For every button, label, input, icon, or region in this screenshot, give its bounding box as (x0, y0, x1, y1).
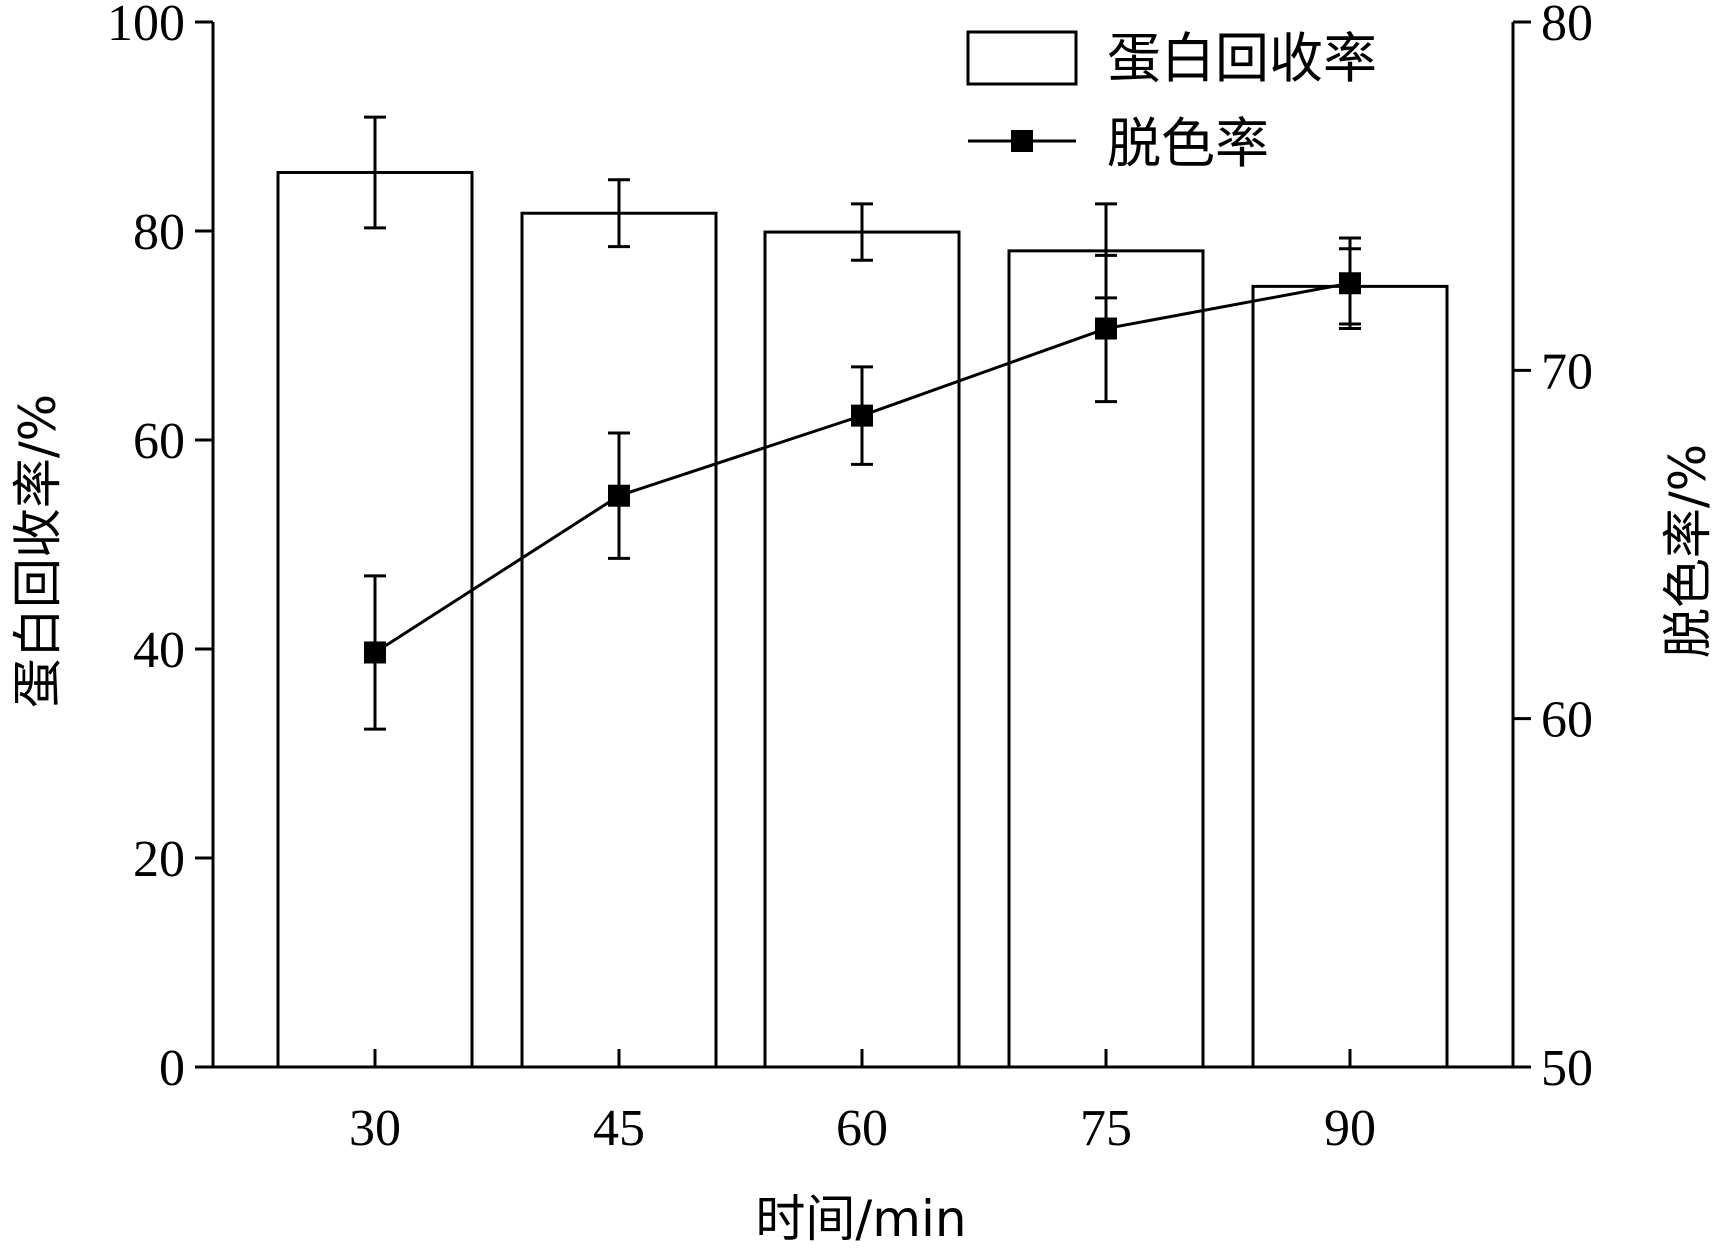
bar-60 (763, 230, 961, 1069)
line-point-75 (1095, 317, 1117, 340)
line-point-60 (851, 404, 873, 427)
x-axis-title: 时间/min (755, 1190, 966, 1248)
y-tick-label-left-40: 40 (133, 622, 185, 679)
legend-label-line: 脱色率 (1107, 112, 1269, 175)
bar-error-45 (608, 178, 630, 249)
bar-45 (520, 211, 718, 1069)
legend-swatch-marker (1011, 130, 1033, 152)
line-point-90 (1339, 272, 1361, 295)
x-tick-label-60: 60 (836, 1100, 888, 1157)
y-axis-title-right: 脱色率/% (1659, 444, 1717, 658)
x-tick-label-75: 75 (1080, 1100, 1132, 1157)
legend-label-bar: 蛋白回收率 (1107, 27, 1377, 90)
bar-90 (1251, 284, 1449, 1069)
y-tick-label-left-80: 80 (133, 204, 185, 261)
ticks-layer: 0 20 40 60 80 100 50 60 70 80 30 45 60 75 90 (107, 0, 1593, 1157)
y-tick-label-right-50: 50 (1541, 1040, 1593, 1097)
bar-error-30 (364, 115, 386, 230)
line-point-45 (608, 484, 630, 507)
y-axis-title-left: 蛋白回收率/% (9, 394, 67, 708)
line-point-30 (364, 641, 386, 664)
bar-error-60 (851, 202, 873, 262)
legend: 蛋白回收率 脱色率 (966, 27, 1377, 175)
y-tick-label-left-0: 0 (159, 1040, 185, 1097)
bars-layer (276, 170, 1449, 1069)
y-tick-label-left-100: 100 (107, 0, 185, 52)
bar-error-bars (364, 115, 1361, 326)
legend-swatch-bar (966, 30, 1078, 86)
y-tick-label-left-60: 60 (133, 413, 185, 470)
y-tick-label-right-70: 70 (1541, 343, 1593, 400)
line-series-layer (364, 236, 1361, 731)
y-tick-label-left-20: 20 (133, 831, 185, 888)
x-tick-label-90: 90 (1324, 1100, 1376, 1157)
x-tick-label-45: 45 (593, 1100, 645, 1157)
x-tick-label-30: 30 (349, 1100, 401, 1157)
y-tick-label-right-60: 60 (1541, 692, 1593, 749)
y-tick-label-right-80: 80 (1541, 0, 1593, 52)
